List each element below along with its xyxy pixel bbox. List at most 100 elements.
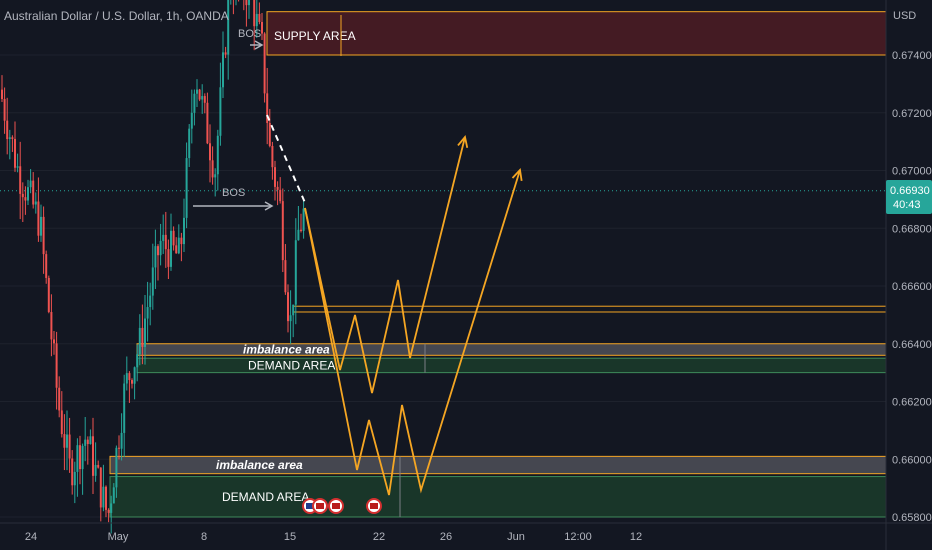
candle-body <box>253 0 256 27</box>
candle-body <box>34 201 37 205</box>
zone-demand <box>109 476 887 518</box>
candle-body <box>79 445 81 470</box>
candle-body <box>42 216 45 255</box>
candle-body <box>120 432 123 449</box>
currency-label: USD <box>893 10 916 22</box>
countdown-timer: 40:43 <box>893 199 921 211</box>
candle-body <box>1 89 3 100</box>
candle-body <box>219 87 222 136</box>
candle-body <box>157 246 159 256</box>
candle-body <box>84 439 87 446</box>
candle-body <box>274 167 276 187</box>
zone-label: DEMAND AREA <box>222 490 309 504</box>
arrow-right-icon <box>254 40 264 50</box>
candle-body <box>292 304 295 316</box>
candle-body <box>66 434 68 448</box>
arrow-right-icon <box>264 201 274 211</box>
candle-body <box>302 208 305 231</box>
candle-body <box>164 234 167 250</box>
candle-body <box>209 143 211 161</box>
candle-body <box>201 96 204 100</box>
candle-body <box>151 267 154 296</box>
time-tick-label: 24 <box>25 531 37 543</box>
candle-body <box>216 135 219 175</box>
price-tick-label: 0.67000 <box>892 166 932 178</box>
candle-body <box>170 230 172 267</box>
candle-body <box>32 180 35 205</box>
candle-body <box>107 509 110 513</box>
candle-body <box>248 0 250 6</box>
candle-body <box>268 122 271 146</box>
candle-body <box>125 373 128 384</box>
time-tick-label: 15 <box>284 531 296 543</box>
candle-body <box>183 217 185 245</box>
candle-body <box>284 260 287 293</box>
candle-body <box>188 128 191 159</box>
candle-body <box>144 318 146 347</box>
time-tick-label: 8 <box>201 531 207 543</box>
flag-body-icon <box>370 503 378 509</box>
projection-path-a <box>304 136 466 394</box>
candle-body <box>50 312 53 340</box>
candle-body <box>115 447 118 488</box>
candle-body <box>281 201 284 261</box>
zone-label: SUPPLY AREA <box>274 29 356 43</box>
candle-body <box>196 89 198 94</box>
projection-path-b <box>304 169 521 496</box>
candle-body <box>203 96 206 103</box>
price-axis[interactable]: 0.67400 0.67200 0.67000 0.66800 0.66600 0.664… <box>885 0 932 550</box>
candle-body <box>63 434 66 448</box>
candle-body <box>287 292 289 322</box>
candle-body <box>60 410 63 435</box>
bos-annotations: BOS BOS <box>193 28 382 514</box>
candle-body <box>141 327 144 347</box>
candle-body <box>118 447 120 449</box>
candle-body <box>76 445 79 472</box>
candle-body <box>89 436 92 445</box>
candle-body <box>3 99 6 121</box>
candle-body <box>185 158 188 218</box>
candle-body <box>133 367 136 384</box>
candle-body <box>19 166 22 194</box>
candle-body <box>92 436 94 476</box>
bos-label: BOS <box>238 28 261 40</box>
candle-body <box>266 93 269 123</box>
candle-body <box>110 503 113 513</box>
candle-body <box>177 237 180 254</box>
candle-body <box>222 52 224 88</box>
current-price-tag <box>886 180 932 214</box>
candle-body <box>128 373 131 381</box>
candle-body <box>47 277 50 313</box>
arrowhead-icon <box>511 168 523 182</box>
candle-body <box>172 230 175 246</box>
candle-body <box>112 487 115 504</box>
candle-body <box>149 295 152 308</box>
symbol-title: Australian Dollar / U.S. Dollar, 1h, OAN… <box>4 9 229 23</box>
candle-body <box>29 180 32 188</box>
time-tick-label: 12:00 <box>564 531 592 543</box>
zone-supply <box>266 11 887 56</box>
candle-body <box>227 0 230 55</box>
candle-body <box>214 174 217 178</box>
candle-body <box>159 240 162 256</box>
candle-body <box>97 464 100 468</box>
current-price-value: 0.66930 <box>890 185 930 197</box>
price-tick-label: 0.67200 <box>892 108 932 120</box>
time-tick-label: Jun <box>507 531 525 543</box>
candle-body <box>16 166 19 168</box>
candle-body <box>8 137 11 140</box>
price-tick-label: 0.66200 <box>892 397 932 409</box>
candle-body <box>193 93 196 113</box>
candle-body <box>14 138 16 168</box>
candle-body <box>71 458 74 486</box>
candle-body <box>40 216 42 236</box>
candle-body <box>102 486 105 508</box>
time-axis[interactable]: 24 May 8 15 22 26 Jun 12:00 12 <box>0 522 932 543</box>
candle-body <box>289 315 292 322</box>
candle-body <box>53 339 55 344</box>
price-tick-label: 0.65800 <box>892 512 932 524</box>
candle-body <box>162 234 165 241</box>
candle-body <box>21 193 24 198</box>
